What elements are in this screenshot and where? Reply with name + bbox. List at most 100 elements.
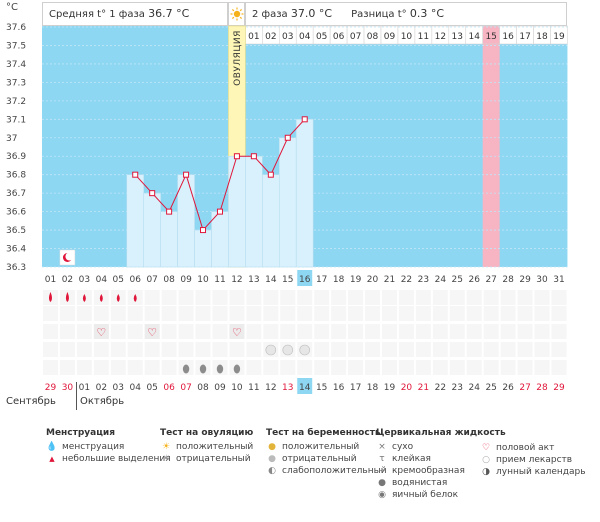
fluid-row-cell: [365, 360, 380, 375]
pregnancy-test-row-cell: [483, 342, 499, 357]
fluid-row-cell: [127, 360, 143, 375]
pregnancy-test-row-cell: [517, 342, 533, 357]
legend-menstruation: Менструация 💧 менструация ▲ небольшие выде…: [46, 428, 171, 465]
cycle-day-label: 13: [248, 275, 259, 285]
phase2-day-number: 01: [248, 32, 259, 42]
pregnancy-test-row-cell: [398, 342, 414, 357]
watery-icon: [233, 364, 241, 374]
sex-row-cell: [314, 324, 330, 339]
temperature-point: [166, 208, 173, 215]
legend-label: сухо: [392, 442, 414, 452]
legend-label: половой акт: [496, 443, 555, 453]
sun-positive-icon: ☀: [161, 442, 171, 452]
menstruation-row-cell: [212, 290, 228, 305]
sun-negative-icon: ☀: [161, 454, 171, 464]
phase2-value: 37.0 °C: [290, 7, 333, 20]
cycle-day-label: 07: [146, 275, 157, 285]
temperature-point: [250, 153, 257, 160]
legend-label: отрицательный: [282, 454, 357, 464]
phase2-day-number: 10: [401, 32, 413, 42]
y-tick-label: 37.4: [6, 60, 26, 70]
cervical-row-1-cell: [517, 306, 533, 321]
pregnancy-test-row-cell: [110, 342, 126, 357]
pregnancy-test-row-cell: [551, 342, 567, 357]
temperature-bar: [143, 192, 161, 268]
calendar-date-label: 26: [502, 383, 514, 393]
temperature-bar: [262, 174, 280, 268]
calendar-date-label: 27: [519, 383, 530, 393]
sex-row-cell: [127, 324, 143, 339]
phase2-day-number: 16: [502, 32, 514, 42]
phase1-average: Средняя t° 1 фаза 36.7 °C: [42, 2, 228, 26]
phase2-day-number: 03: [282, 32, 293, 42]
today-cycle-box: [297, 270, 313, 286]
sex-marker-box: [229, 324, 245, 339]
fluid-row-cell: [314, 360, 330, 375]
temperature-point: [301, 116, 308, 123]
pregnancy-test-row-cell: [127, 342, 143, 357]
legend-pregnancy-test: Тест на беременность ● положительный ● отр…: [266, 428, 387, 477]
cervical-row-1-cell: [534, 306, 550, 321]
pregnancy-test-row-cell: [93, 342, 109, 357]
pregnancy-test-row-cell: [348, 342, 364, 357]
temperature-point: [216, 208, 223, 215]
cervical-row-1-cell: [195, 306, 211, 321]
phase2-day-number: 18: [536, 32, 548, 42]
diff-value: 0.3 °C: [409, 7, 445, 20]
calendar-date-label: 25: [485, 383, 496, 393]
watery-icon: [199, 364, 207, 374]
calendar-date-label: 06: [163, 383, 175, 393]
cycle-day-label: 16: [299, 275, 311, 285]
cervical-row-1-cell: [178, 306, 194, 321]
test-negative-icon: ●: [268, 454, 276, 464]
temperature-point: [233, 153, 240, 160]
cervical-row-1-cell: [297, 306, 313, 321]
cervical-row-1-cell: [93, 306, 109, 321]
sex-row-cell: [331, 324, 347, 339]
diff-label: Разница t°: [351, 9, 407, 20]
calendar-date-label: 10: [231, 383, 243, 393]
phase2-summary: 2 фаза 37.0 °C Разница t° 0.3 °C: [245, 2, 567, 26]
cervical-row-1-cell: [331, 306, 347, 321]
phase2-day-number: 19: [553, 32, 565, 42]
fluid-row-cell: [483, 360, 499, 375]
test-positive-icon: ●: [268, 442, 276, 452]
fluid-row-cell: [161, 360, 177, 375]
fluid-row-cell: [110, 360, 126, 375]
small-drop-icon: [133, 294, 137, 302]
temperature-bar: [245, 155, 263, 268]
sex-row-cell: [110, 324, 126, 339]
sex-row-cell: [483, 324, 499, 339]
test-negative-icon: [299, 344, 311, 356]
phase2-day-number: 09: [384, 32, 396, 42]
fluid-row-cell: [246, 360, 262, 375]
month-october: Октябрь: [80, 396, 125, 407]
cervical-row-1-cell: [466, 306, 482, 321]
menstruation-row-cell: [229, 290, 245, 305]
y-tick-label: 36.6: [6, 208, 26, 218]
cervical-row-1-cell: [127, 306, 143, 321]
cycle-day-label: 30: [536, 275, 548, 285]
legend-label: прием лекарств: [496, 455, 573, 465]
pregnancy-test-row-cell: [229, 342, 245, 357]
calendar-date-label: 23: [452, 383, 463, 393]
cervical-row-1-cell: [382, 306, 397, 321]
calendar-date-label: 29: [553, 383, 565, 393]
test-negative-icon: [282, 344, 294, 356]
y-tick-label: 37.3: [6, 78, 26, 88]
menstruation-row-cell: [178, 290, 194, 305]
sex-row-cell: [297, 324, 313, 339]
fluid-row-cell: [466, 360, 482, 375]
temperature-bar: [278, 137, 297, 268]
cervical-row-1-cell: [551, 306, 567, 321]
sex-row-cell: [534, 324, 550, 339]
cross-icon: ×: [378, 442, 386, 452]
calendar-date-label: 14: [299, 383, 311, 393]
calendar-date-label: 08: [197, 383, 209, 393]
sex-row-cell: [382, 324, 397, 339]
temperature-bar: [211, 211, 229, 268]
menstruation-row-cell: [551, 290, 567, 305]
sex-row-cell: [59, 324, 75, 339]
temperature-bar: [126, 174, 145, 268]
calendar-date-label: 20: [401, 383, 413, 393]
